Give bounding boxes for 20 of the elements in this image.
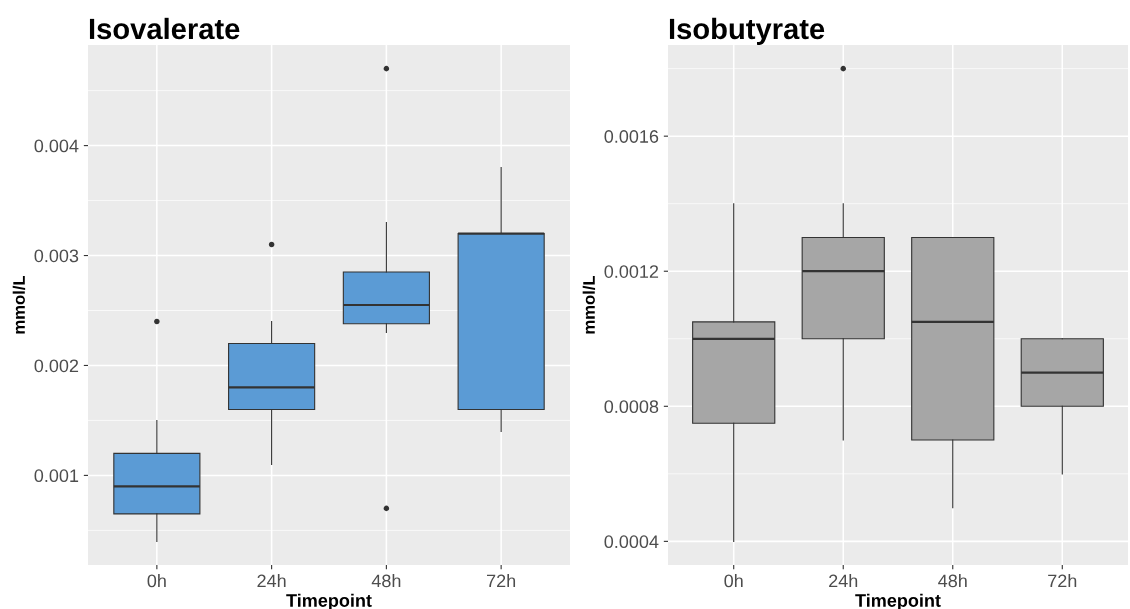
y-tick-label: 0.003 [34, 249, 79, 263]
y-tick-label: 0.0012 [604, 265, 659, 278]
y-axis-title: mmol/L [582, 275, 596, 334]
x-tick-label: 0h [724, 574, 743, 588]
x-tick-label: 72h [1048, 574, 1077, 588]
y-tick-label: 0.001 [34, 469, 79, 483]
x-tick-label: 24h [257, 574, 286, 588]
x-tick-label: 48h [938, 574, 967, 588]
x-tick-label: 72h [487, 574, 516, 588]
x-tick-label: 0h [147, 574, 166, 588]
y-axis-title: mmol/L [12, 275, 26, 334]
y-tick-label: 0.0008 [604, 400, 659, 414]
chart-title: Isobutyrate [669, 17, 825, 45]
x-tick-label: 48h [371, 574, 401, 588]
x-tick-label: 24h [829, 574, 858, 588]
y-tick-label: 0.004 [34, 139, 79, 153]
chart-title: Isovalerate [89, 17, 240, 40]
y-tick-label: 0.0016 [604, 130, 659, 143]
y-tick-label: 0.0004 [604, 535, 659, 549]
y-tick-label: 0.002 [34, 359, 79, 373]
